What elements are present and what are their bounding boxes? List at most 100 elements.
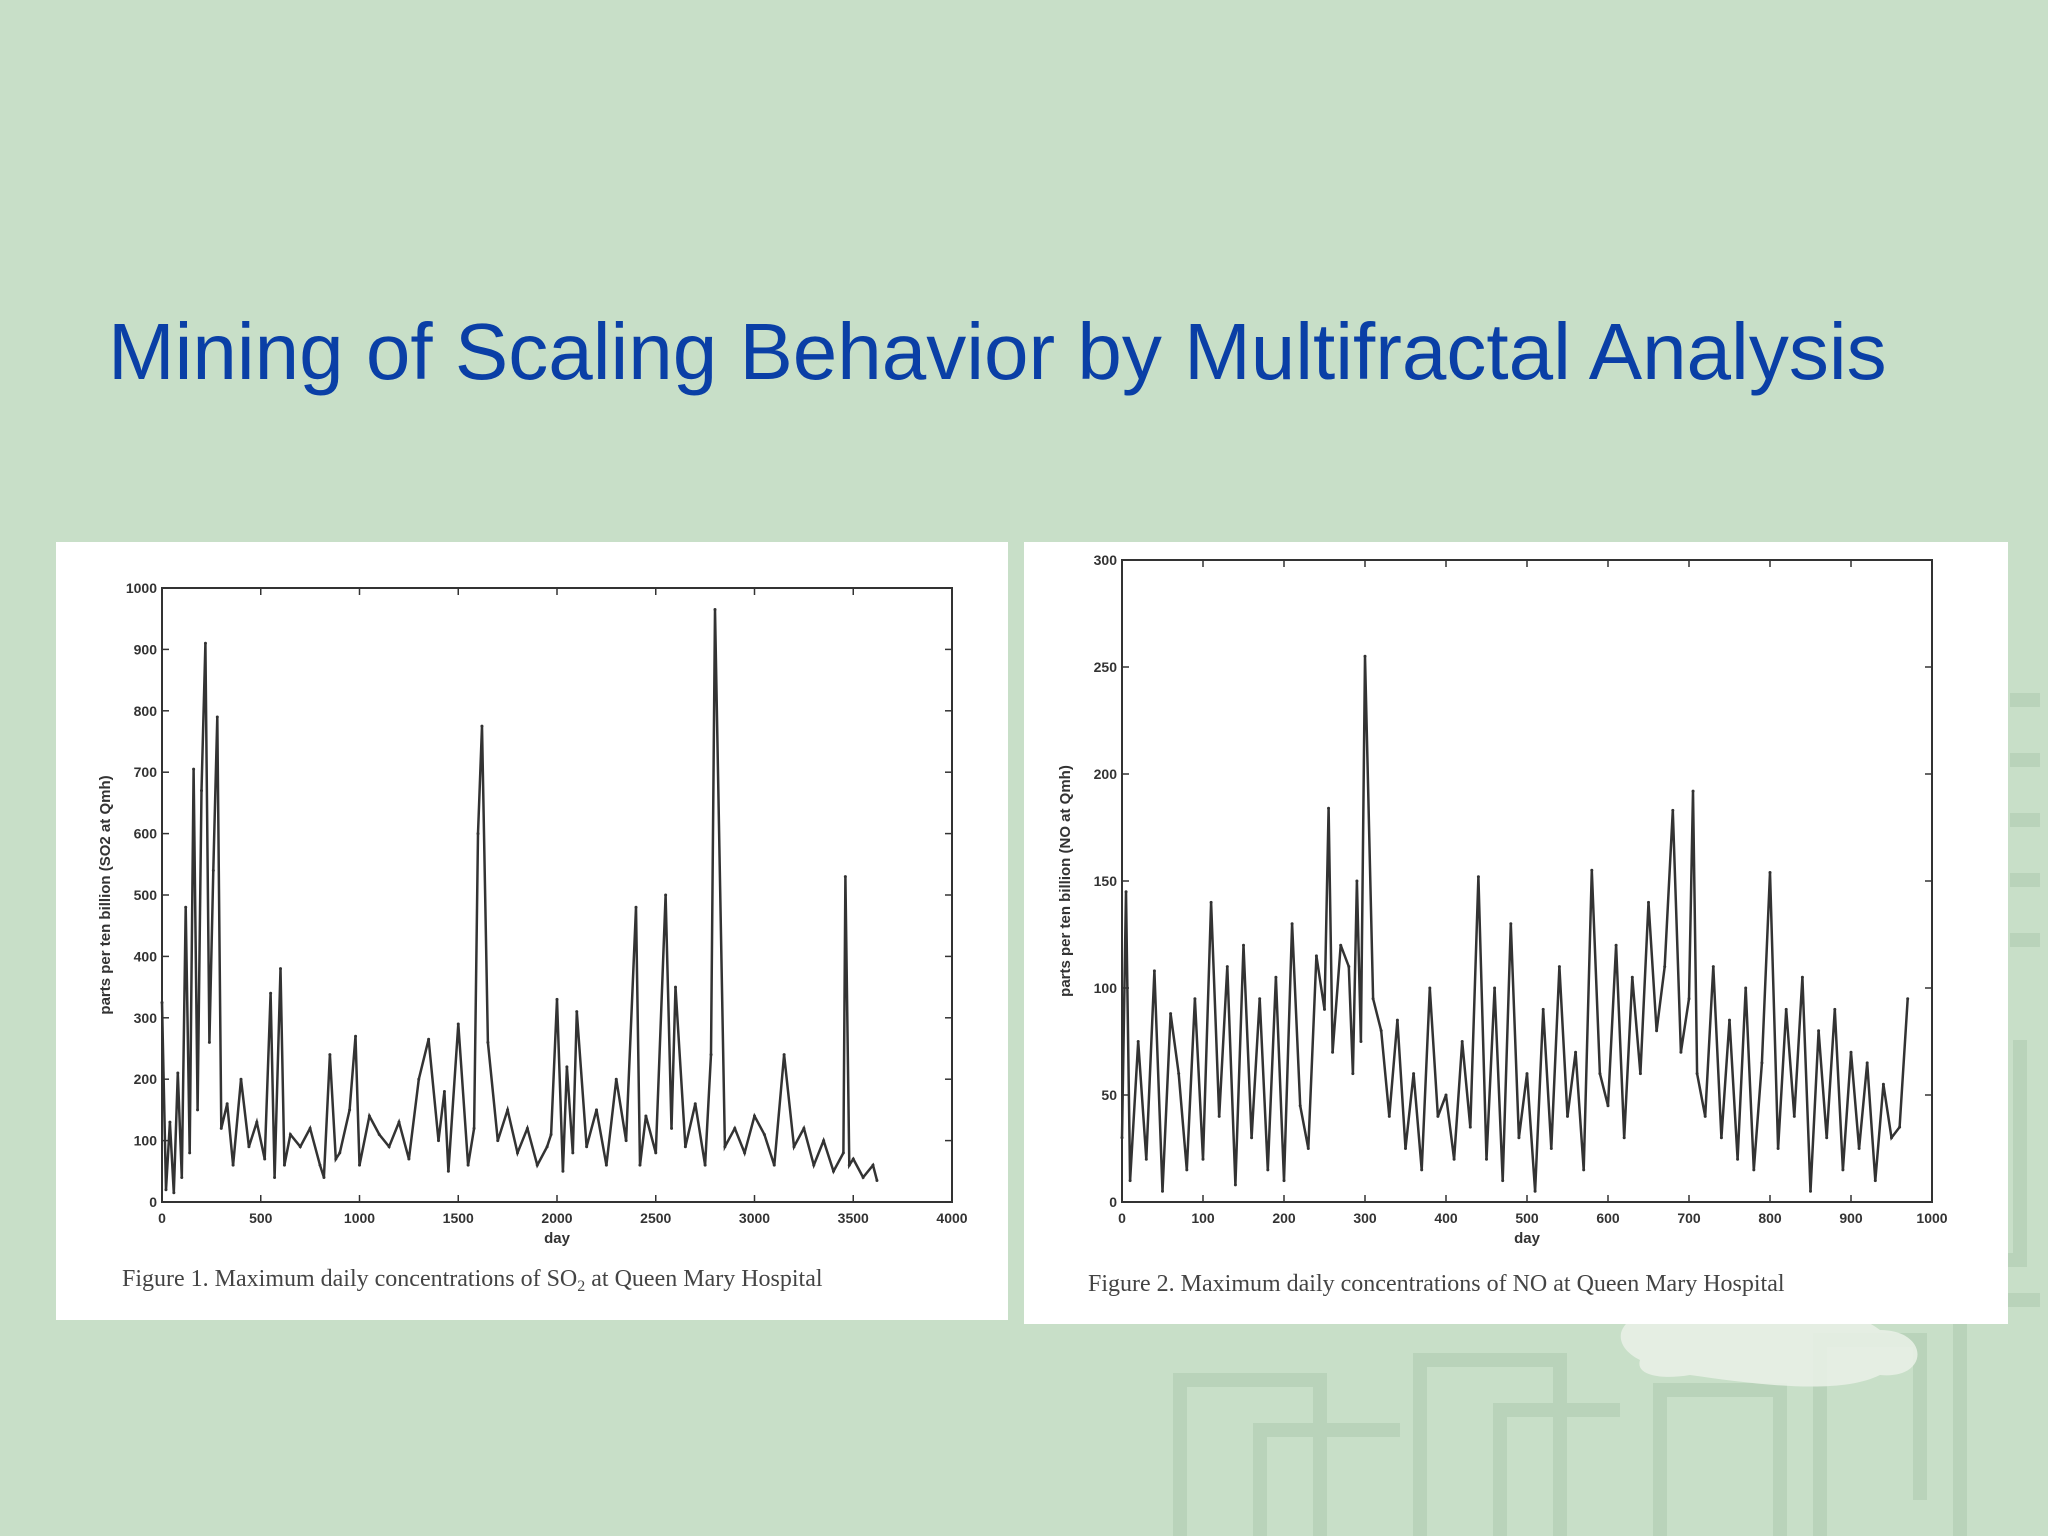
so2-data-point	[322, 1175, 326, 1179]
so2-data-point	[334, 1157, 338, 1161]
no-data-point	[1590, 868, 1594, 872]
no-data-point	[1833, 1007, 1837, 1011]
so2-data-point	[239, 1077, 243, 1081]
no-data-point	[1201, 1157, 1205, 1161]
so2-data-point	[273, 1175, 277, 1179]
so2-data-point	[565, 1065, 569, 1069]
so2-data-point	[231, 1163, 235, 1167]
so2-data-point	[456, 1022, 460, 1026]
so2-x-tick-label: 4000	[936, 1210, 967, 1226]
so2-x-axis-label: day	[544, 1230, 571, 1247]
so2-data-point	[486, 1040, 490, 1044]
so2-data-point	[338, 1151, 342, 1155]
so2-data-point	[604, 1163, 608, 1167]
so2-data-point	[247, 1145, 251, 1149]
so2-data-point	[841, 1151, 845, 1155]
so2-data-point	[575, 1010, 579, 1014]
so2-data-point	[168, 1120, 172, 1124]
no-data-point	[1809, 1189, 1812, 1193]
so2-data-point	[308, 1126, 312, 1130]
no-data-point	[1339, 943, 1343, 947]
so2-data-point	[427, 1037, 431, 1041]
caption-1-subscript: 2	[577, 1278, 586, 1295]
no-data-point	[1468, 1125, 1472, 1129]
so2-data-point	[215, 715, 219, 719]
no-x-tick-label: 200	[1272, 1210, 1296, 1226]
no-data-point	[1128, 1179, 1132, 1183]
so2-data-point	[446, 1169, 450, 1173]
so2-data-point	[822, 1139, 826, 1143]
so2-data-point	[318, 1163, 322, 1167]
so2-data-point	[585, 1145, 589, 1149]
no-data-point	[1533, 1189, 1537, 1193]
no-data-point	[1444, 1093, 1448, 1097]
so2-data-point	[683, 1145, 687, 1149]
so2-data-point	[875, 1179, 879, 1183]
so2-data-point	[203, 641, 207, 645]
so2-data-point	[638, 1163, 642, 1167]
no-data-point	[1655, 1029, 1659, 1033]
no-data-point	[1217, 1114, 1221, 1118]
no-data-point	[1752, 1168, 1756, 1172]
no-data-point	[1351, 1072, 1355, 1076]
no-data-point	[1898, 1125, 1902, 1129]
so2-data-point	[709, 1053, 713, 1057]
so2-data-point	[703, 1163, 707, 1167]
so2-data-point	[476, 832, 480, 836]
no-data-point	[1428, 986, 1432, 990]
no-data-point	[1436, 1114, 1440, 1118]
so2-data-point	[437, 1139, 440, 1143]
so2-data-point	[192, 767, 196, 771]
so2-data-point	[211, 868, 215, 872]
so2-x-tick-label: 0	[158, 1210, 166, 1226]
no-x-tick-label: 1000	[1916, 1210, 1947, 1226]
no-data-point	[1404, 1147, 1407, 1150]
no-data-point	[1582, 1168, 1586, 1172]
so2-data-point	[348, 1108, 352, 1112]
so2-y-tick-label: 800	[134, 703, 158, 719]
so2-data-point	[561, 1169, 565, 1173]
so2-data-point	[188, 1151, 192, 1155]
so2-y-tick-label: 200	[134, 1071, 158, 1087]
so2-data-point	[753, 1114, 756, 1118]
no-data-point	[1274, 975, 1278, 979]
so2-data-point	[196, 1108, 200, 1112]
so2-y-tick-label: 900	[134, 641, 158, 657]
so2-x-tick-label: 2000	[541, 1210, 572, 1226]
no-data-point	[1630, 975, 1634, 979]
so2-data-point	[160, 1000, 164, 1004]
no-data-point	[1549, 1147, 1553, 1150]
so2-data-point	[279, 967, 282, 971]
no-data-point	[1857, 1147, 1861, 1150]
so2-y-tick-label: 1000	[126, 580, 157, 596]
so2-plot-frame	[161, 587, 953, 1203]
no-x-tick-label: 700	[1677, 1210, 1701, 1226]
no-data-point	[1606, 1104, 1610, 1108]
so2-x-tick-label: 500	[249, 1210, 273, 1226]
no-data-point	[1841, 1168, 1845, 1172]
no-data-point	[1355, 879, 1359, 883]
so2-data-point	[219, 1126, 223, 1130]
so2-y-tick-label: 700	[134, 764, 158, 780]
so2-data-point	[164, 1188, 168, 1192]
no-data-point	[1760, 1061, 1764, 1065]
no-data-point	[1557, 965, 1561, 969]
no-data-point	[1282, 1179, 1286, 1183]
so2-data-point	[207, 1040, 211, 1044]
so2-y-tick-label: 100	[134, 1133, 158, 1149]
no-data-point	[1691, 789, 1695, 793]
no-data-point	[1387, 1114, 1391, 1118]
so2-data-point	[442, 1089, 446, 1093]
no-data-point	[1703, 1114, 1707, 1118]
no-data-point	[1460, 1040, 1464, 1043]
no-plot-frame	[1121, 559, 1933, 1203]
so2-data-point	[506, 1108, 510, 1112]
so2-data-point	[654, 1151, 658, 1155]
no-x-tick-label: 400	[1434, 1210, 1458, 1226]
no-y-tick-label: 100	[1094, 980, 1118, 996]
so2-data-point	[269, 991, 273, 995]
no-data-point	[1209, 900, 1213, 904]
no-data-point	[1614, 943, 1618, 947]
no-data-point	[1124, 890, 1128, 894]
so2-x-tick-label: 1500	[443, 1210, 474, 1226]
